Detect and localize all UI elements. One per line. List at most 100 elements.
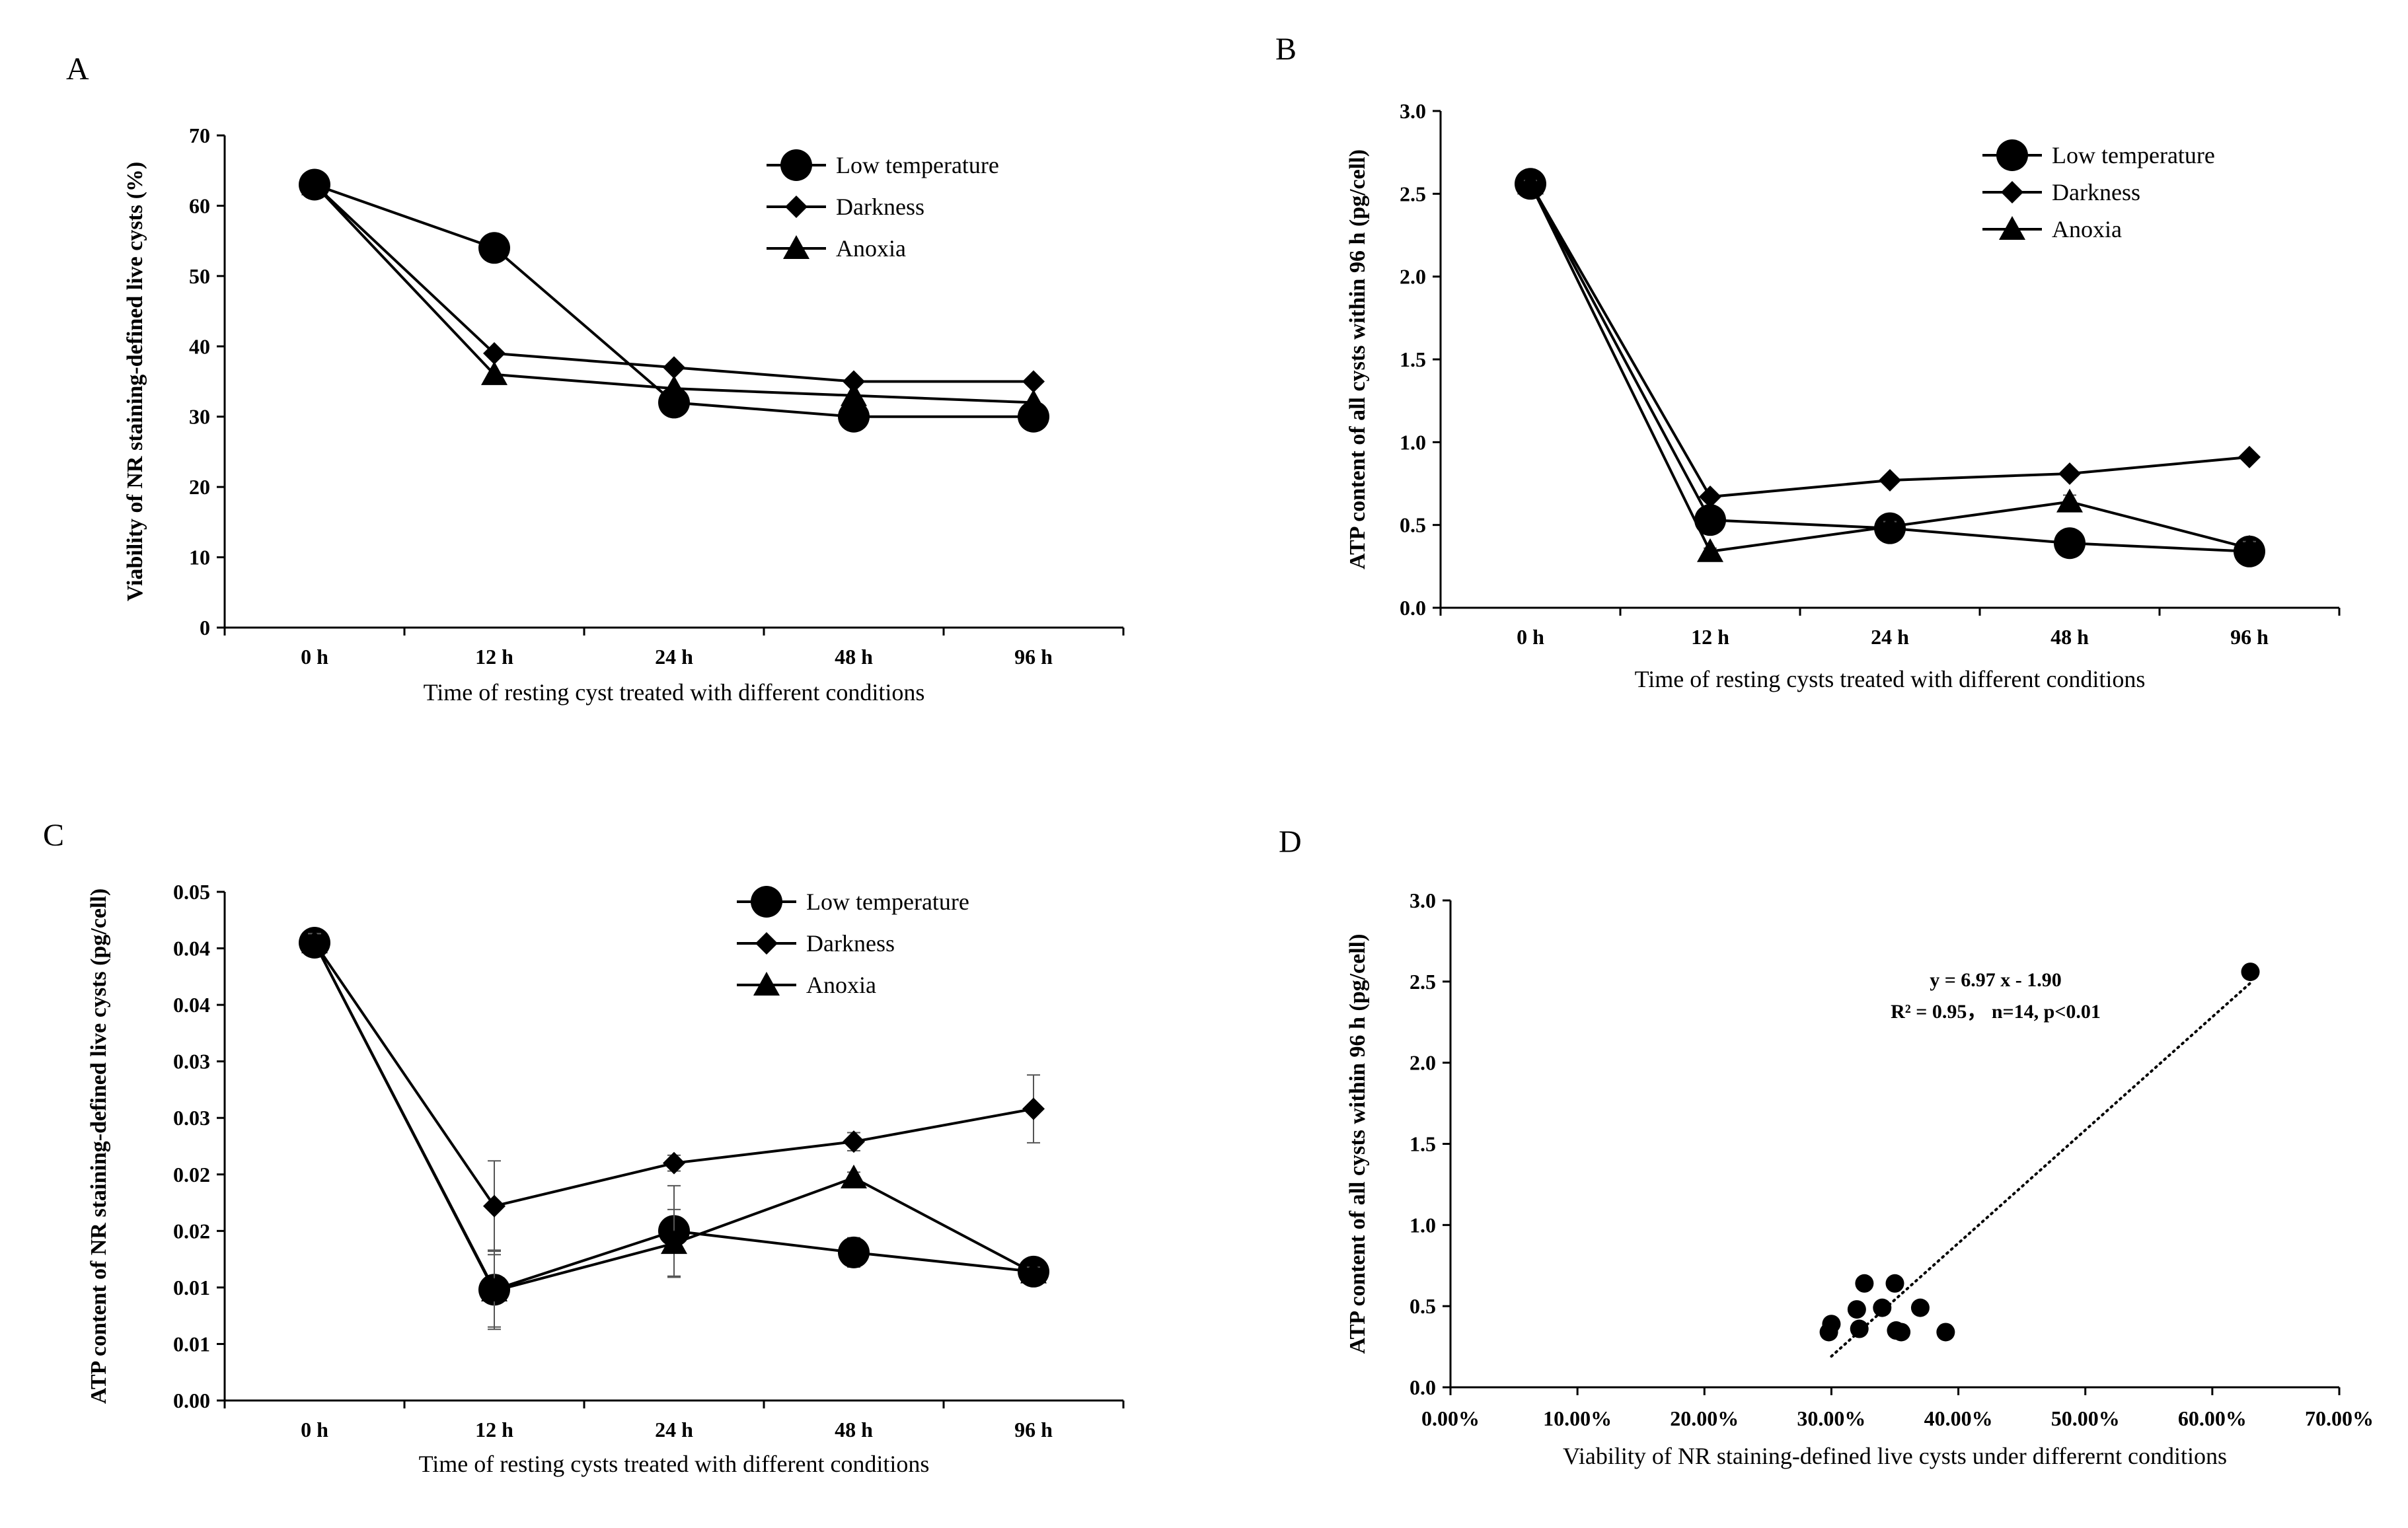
y-tick-label: 0.05 [173,880,210,904]
data-point [483,342,506,365]
data-point [1022,1097,1045,1120]
y-tick-label: 0.04 [173,993,210,1017]
y-tick-label: 10 [189,546,210,569]
data-point [1879,468,1901,491]
y-tick-label: 3.0 [1410,889,1436,912]
y-tick-label: 0.01 [173,1332,210,1356]
legend-marker [1999,216,2025,240]
x-tick-label: 12 h [1691,625,1729,649]
data-point [1885,1274,1904,1293]
data-point [841,382,867,406]
legend-marker [753,972,780,996]
y-tick-label: 2.5 [1400,182,1426,205]
y-tick-label: 0.0 [1400,596,1426,620]
data-point [663,356,685,379]
legend-entry: Low temperature [767,149,999,181]
y-tick-label: 2.0 [1410,1051,1436,1075]
legend-marker [785,196,808,218]
y-tick-label: 1.0 [1410,1213,1436,1237]
x-tick-label: 10.00% [1543,1406,1612,1430]
chart-panel-b: B 0.0 0.5 1.0 1.5 2.0 2.5 3.0 ATP content of all… [1275,32,2341,692]
data-point [1855,1274,1874,1293]
series-anoxia [1517,170,2263,562]
x-tick-label: 48 h [835,645,873,669]
data-point [481,1278,508,1302]
legend-label: Anoxia [836,235,906,262]
data-point [481,361,508,385]
x-tick-label: 20.00% [1670,1406,1739,1430]
data-point [663,1151,685,1175]
data-point [1892,1323,1911,1342]
y-tick-label: 30 [189,405,210,429]
trendline-stats: R² = 0.95， n=14, p<0.01 [1891,1001,2101,1023]
legend-marker [783,235,809,259]
chart-panel-a: A 0 10 20 30 40 50 60 70 Viability of NR staining… [66,52,1125,706]
y-tick-label: 0.0 [1410,1375,1436,1399]
series-anoxia [301,929,1047,1328]
data-point [1694,504,1726,536]
y-tick-label: 2.5 [1410,970,1436,994]
trendline [1830,982,2252,1358]
y-axis-title: ATP content of all cysts within 96 h (pg… [1345,149,1370,569]
data-point [1697,538,1723,562]
data-point [1699,486,1721,509]
x-axis-title: Time of resting cyst treated with differ… [424,679,925,706]
panel-label: B [1275,32,1297,67]
y-tick-label: 0.00 [173,1389,210,1412]
x-tick-label: 24 h [1871,625,1909,649]
data-point [843,370,865,393]
data-point [1517,170,1544,195]
legend-label: Low temperature [2052,142,2215,168]
chart-panel-c: C 0.00 0.01 0.01 0.02 0.02 0.03 0.03 0.04 0.04 0.0… [43,818,1125,1477]
series-anoxia [301,171,1047,414]
x-tick-label: 12 h [475,1418,513,1441]
legend-label: Anoxia [806,972,876,998]
legend-marker [755,932,778,955]
y-axis-title: ATP content of all cysts within 96 h (pg… [1345,934,1370,1354]
series-line [1529,183,2250,499]
legend-label: Low temperature [806,889,969,915]
y-tick-label: 70 [189,124,210,147]
x-tick-label: 12 h [475,645,513,669]
data-point [661,1230,687,1255]
y-tick-label: 60 [189,194,210,217]
data-point [483,1194,506,1218]
x-axis-title: Viability of NR staining-defined live cy… [1563,1443,2227,1469]
x-tick-label: 96 h [2230,625,2269,649]
data-point [1819,1323,1838,1342]
data-point [2056,488,2083,513]
y-tick-label: 0.03 [173,1050,210,1073]
data-point [1877,513,1903,538]
x-tick-label: 40.00% [1924,1406,1993,1430]
data-point [2054,527,2086,560]
series-darkness [303,173,1045,393]
x-tick-label: 50.00% [2051,1406,2120,1430]
x-tick-label: 30.00% [1797,1406,1865,1430]
legend-label: Anoxia [2052,216,2122,242]
data-point [661,375,687,400]
legend-entry: Low temperature [737,886,969,918]
x-tick-label: 0 h [301,645,328,669]
legend-marker [2001,181,2023,203]
y-tick-label: 1.0 [1400,430,1426,454]
x-tick-label: 70.00% [2305,1406,2374,1430]
data-point [1847,1300,1866,1319]
x-axis-title: Time of resting cysts treated with diffe… [1635,666,2146,692]
legend-label: Darkness [806,930,895,957]
legend-marker [1996,139,2028,171]
data-point [1020,1259,1047,1284]
y-tick-label: 0.01 [173,1276,210,1299]
legend-marker [751,886,782,918]
legend-label: Darkness [836,194,924,220]
legend-entry: Anoxia [1982,216,2122,242]
legend-label: Low temperature [836,152,999,178]
legend-entry: Low temperature [1982,139,2215,171]
y-tick-label: 20 [189,475,210,499]
y-tick-label: 2.0 [1400,265,1426,289]
y-tick-label: 0.02 [173,1219,210,1243]
x-axis-title: Time of resting cysts treated with diffe… [419,1451,930,1477]
legend-entry: Darkness [1982,179,2140,205]
data-point [2236,534,2263,559]
legend-label: Darkness [2052,179,2140,205]
data-point [301,171,328,196]
